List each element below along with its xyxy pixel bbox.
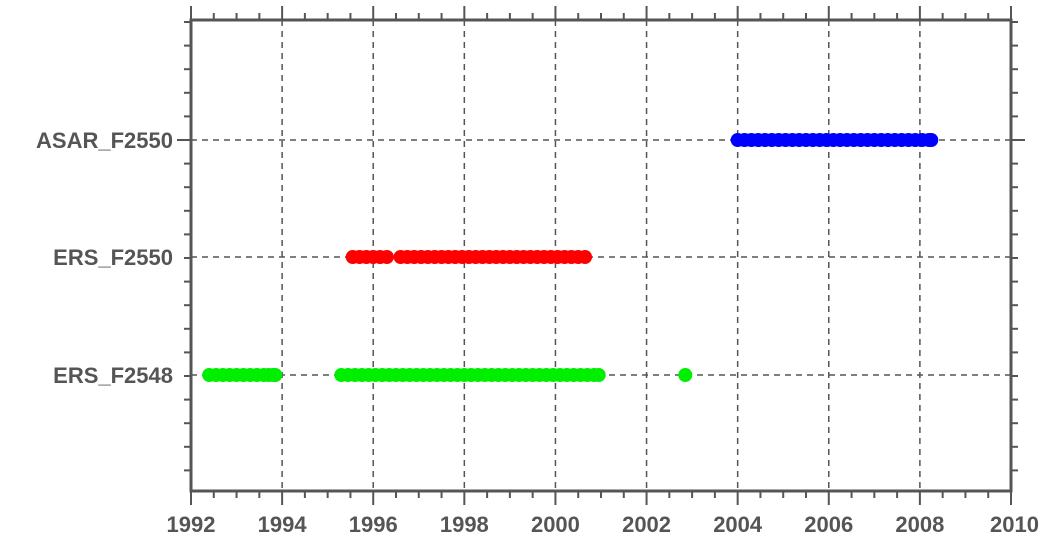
x-tick-label: 2010 <box>990 512 1039 537</box>
x-tick-label: 1998 <box>440 512 489 537</box>
y-category-label: ASAR_F2550 <box>36 128 173 153</box>
x-tick-label: 2004 <box>713 512 763 537</box>
y-category-label: ERS_F2550 <box>53 245 173 270</box>
data-point <box>924 133 939 147</box>
y-category-label: ERS_F2548 <box>53 363 173 388</box>
x-tick-label: 2008 <box>895 512 944 537</box>
axis-labels: 1992 1994 1996 1998 2000 2002 2004 2006 2008 2010… <box>36 128 1039 537</box>
x-tick-label: 1992 <box>167 512 216 537</box>
x-tick-label: 2002 <box>622 512 671 537</box>
data-point <box>591 368 606 382</box>
x-tick-label: 2000 <box>531 512 580 537</box>
data-points <box>202 133 939 382</box>
plot-frame <box>177 6 1025 505</box>
data-point <box>578 250 593 264</box>
data-point <box>678 368 693 382</box>
data-point <box>268 368 283 382</box>
x-tick-label: 1996 <box>349 512 398 537</box>
plot-border <box>189 18 1013 493</box>
data-point <box>379 250 394 264</box>
x-tick-label: 1994 <box>258 512 308 537</box>
x-tick-label: 2006 <box>804 512 853 537</box>
grid-lines <box>191 20 1011 491</box>
